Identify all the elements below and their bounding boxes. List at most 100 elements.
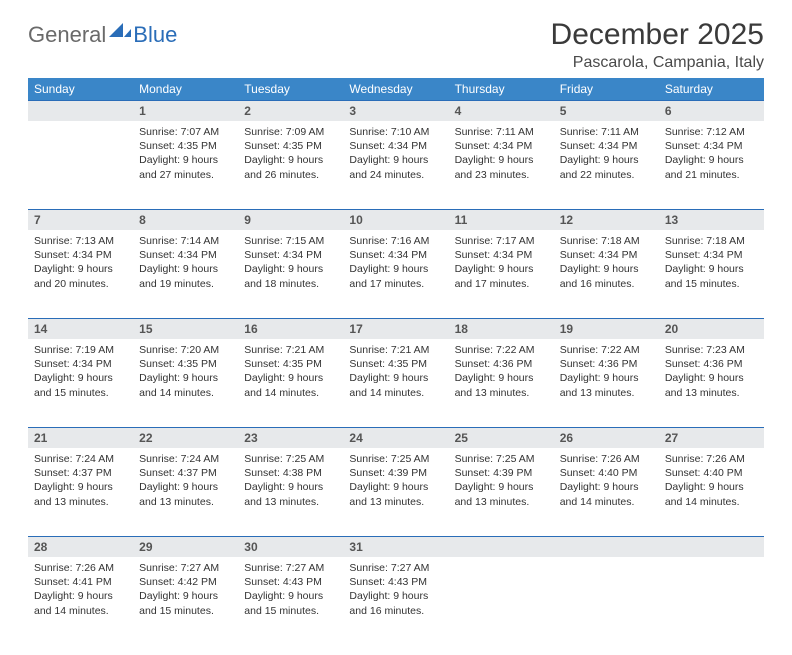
sunset-label: Sunset: [139,467,175,479]
sunset-value: 4:38 PM [283,467,322,479]
sunset-value: 4:39 PM [388,467,427,479]
sunrise-label: Sunrise: [139,453,178,465]
sunset-value: 4:34 PM [703,249,742,261]
sunrise-line: Sunrise: 7:16 AM [349,234,442,248]
daylight-line: Daylight: 9 hours and 14 minutes. [349,371,442,399]
daylight-label: Daylight: [349,590,390,602]
sunrise-label: Sunrise: [244,344,283,356]
sunset-line: Sunset: 4:36 PM [560,357,653,371]
day-header-row: SundayMondayTuesdayWednesdayThursdayFrid… [28,78,764,101]
day-info: Sunrise: 7:07 AMSunset: 4:35 PMDaylight:… [137,123,234,182]
sunset-value: 4:34 PM [703,140,742,152]
sunrise-label: Sunrise: [34,235,73,247]
day-info: Sunrise: 7:13 AMSunset: 4:34 PMDaylight:… [32,232,129,291]
daylight-line: Daylight: 9 hours and 13 minutes. [244,480,337,508]
sunrise-line: Sunrise: 7:10 AM [349,125,442,139]
sunrise-line: Sunrise: 7:23 AM [665,343,758,357]
sunset-label: Sunset: [34,358,70,370]
daylight-label: Daylight: [34,372,75,384]
day-info: Sunrise: 7:22 AMSunset: 4:36 PMDaylight:… [558,341,655,400]
sunrise-line: Sunrise: 7:26 AM [665,452,758,466]
sunset-value: 4:36 PM [703,358,742,370]
sunrise-line: Sunrise: 7:24 AM [34,452,127,466]
day-cell [554,557,659,645]
sunrise-line: Sunrise: 7:18 AM [560,234,653,248]
sunset-label: Sunset: [665,140,701,152]
day-number-cell: 27 [659,428,764,449]
sunset-label: Sunset: [455,249,491,261]
sunset-line: Sunset: 4:34 PM [244,248,337,262]
sunrise-line: Sunrise: 7:13 AM [34,234,127,248]
daylight-line: Daylight: 9 hours and 22 minutes. [560,153,653,181]
sunset-value: 4:35 PM [178,358,217,370]
day-cell: Sunrise: 7:16 AMSunset: 4:34 PMDaylight:… [343,230,448,319]
daylight-line: Daylight: 9 hours and 24 minutes. [349,153,442,181]
sunset-value: 4:43 PM [388,576,427,588]
sunset-value: 4:40 PM [598,467,637,479]
sunset-line: Sunset: 4:42 PM [139,575,232,589]
day-number-cell [659,537,764,558]
sunrise-value: 7:13 AM [75,235,114,247]
brand-sail-icon [109,22,131,38]
sunset-value: 4:34 PM [73,358,112,370]
week-info-row: Sunrise: 7:26 AMSunset: 4:41 PMDaylight:… [28,557,764,645]
sunset-line: Sunset: 4:41 PM [34,575,127,589]
sunset-label: Sunset: [349,467,385,479]
day-cell: Sunrise: 7:18 AMSunset: 4:34 PMDaylight:… [554,230,659,319]
daylight-label: Daylight: [349,263,390,275]
day-cell: Sunrise: 7:25 AMSunset: 4:39 PMDaylight:… [449,448,554,537]
day-info: Sunrise: 7:21 AMSunset: 4:35 PMDaylight:… [242,341,339,400]
day-cell: Sunrise: 7:26 AMSunset: 4:41 PMDaylight:… [28,557,133,645]
sunset-label: Sunset: [34,576,70,588]
sunset-line: Sunset: 4:37 PM [34,466,127,480]
daylight-line: Daylight: 9 hours and 14 minutes. [139,371,232,399]
daylight-line: Daylight: 9 hours and 15 minutes. [139,589,232,617]
daylight-line: Daylight: 9 hours and 15 minutes. [244,589,337,617]
sunrise-line: Sunrise: 7:21 AM [244,343,337,357]
day-info: Sunrise: 7:12 AMSunset: 4:34 PMDaylight:… [663,123,760,182]
sunrise-value: 7:27 AM [286,562,325,574]
brand-name-2: Blue [133,22,177,48]
sunset-line: Sunset: 4:40 PM [665,466,758,480]
sunset-label: Sunset: [665,358,701,370]
sunset-label: Sunset: [455,467,491,479]
sunrise-label: Sunrise: [349,235,388,247]
sunset-value: 4:41 PM [73,576,112,588]
sunset-line: Sunset: 4:35 PM [139,139,232,153]
daylight-line: Daylight: 9 hours and 20 minutes. [34,262,127,290]
sunrise-line: Sunrise: 7:22 AM [455,343,548,357]
sunset-line: Sunset: 4:39 PM [349,466,442,480]
daylight-label: Daylight: [455,263,496,275]
week-info-row: Sunrise: 7:07 AMSunset: 4:35 PMDaylight:… [28,121,764,210]
sunrise-label: Sunrise: [139,235,178,247]
day-number-cell: 19 [554,319,659,340]
sunrise-label: Sunrise: [349,126,388,138]
sunset-line: Sunset: 4:34 PM [455,248,548,262]
day-cell: Sunrise: 7:26 AMSunset: 4:40 PMDaylight:… [659,448,764,537]
sunrise-label: Sunrise: [349,562,388,574]
day-cell [659,557,764,645]
day-header: Friday [554,78,659,101]
sunset-value: 4:43 PM [283,576,322,588]
sunset-line: Sunset: 4:34 PM [349,248,442,262]
sunset-value: 4:42 PM [178,576,217,588]
sunset-line: Sunset: 4:39 PM [455,466,548,480]
sunrise-value: 7:21 AM [286,344,325,356]
day-info: Sunrise: 7:09 AMSunset: 4:35 PMDaylight:… [242,123,339,182]
day-header: Thursday [449,78,554,101]
sunset-line: Sunset: 4:34 PM [34,357,127,371]
day-number-cell: 24 [343,428,448,449]
sunrise-value: 7:26 AM [706,453,745,465]
day-number-cell: 14 [28,319,133,340]
day-number-cell: 29 [133,537,238,558]
day-info: Sunrise: 7:19 AMSunset: 4:34 PMDaylight:… [32,341,129,400]
day-number-cell: 6 [659,101,764,122]
daylight-line: Daylight: 9 hours and 13 minutes. [455,371,548,399]
sunrise-value: 7:25 AM [286,453,325,465]
sunrise-line: Sunrise: 7:22 AM [560,343,653,357]
day-number-cell: 22 [133,428,238,449]
day-number-cell: 10 [343,210,448,231]
daylight-line: Daylight: 9 hours and 13 minutes. [665,371,758,399]
sunset-line: Sunset: 4:34 PM [455,139,548,153]
sunset-value: 4:36 PM [598,358,637,370]
